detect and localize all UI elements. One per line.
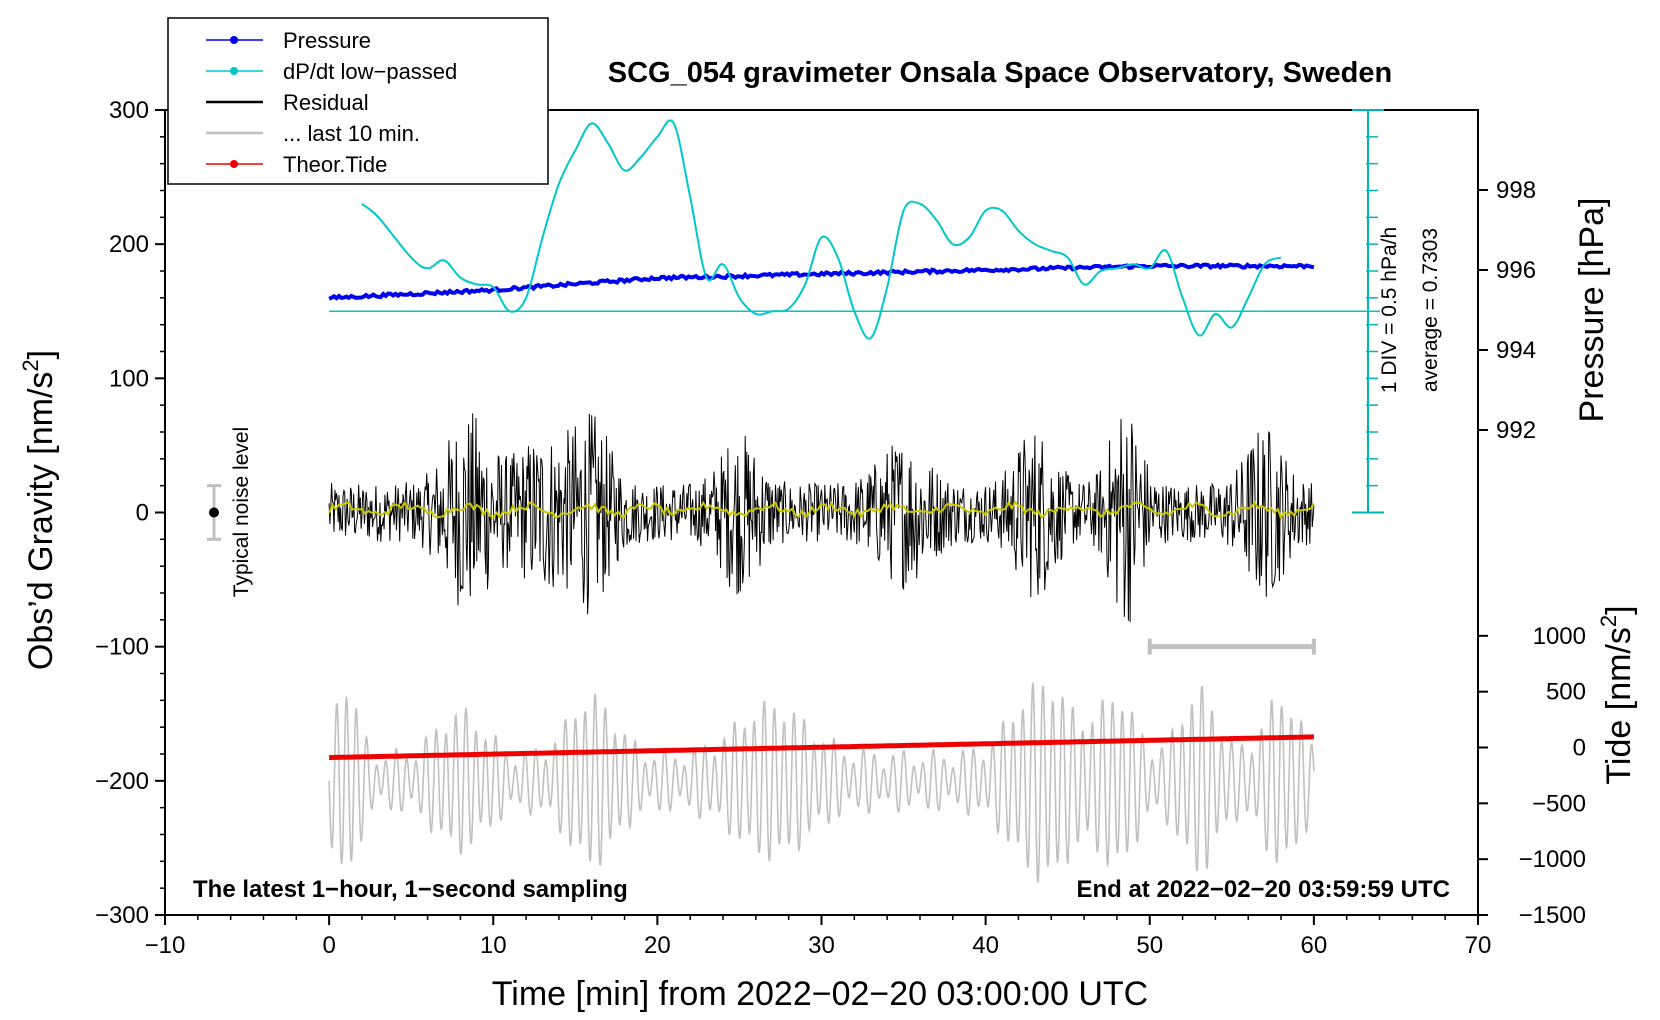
theor-tide-line xyxy=(329,734,1314,760)
x-axis-label: Time [min] from 2022−02−20 03:00:00 UTC xyxy=(492,975,1148,1013)
legend-label: dP/dt low−passed xyxy=(283,59,457,84)
tide-tick-label: 0 xyxy=(1573,735,1586,762)
y-tick-label: −200 xyxy=(95,768,149,795)
legend-label: ... last 10 min. xyxy=(283,121,420,146)
y-tick-label: 300 xyxy=(109,97,149,124)
pressure-line xyxy=(328,262,1315,301)
legend-label: Pressure xyxy=(283,28,371,53)
y-tick-label: 200 xyxy=(109,231,149,258)
tide-tick-label: 1000 xyxy=(1533,623,1586,650)
tide-tick-label: −1500 xyxy=(1519,902,1586,929)
x-tick-label: 40 xyxy=(972,932,999,959)
y-axis-label-tide: Tide [nm/s2] xyxy=(1596,605,1638,784)
legend-marker xyxy=(230,160,238,168)
axes-layer: −10 0 10 20 30 40 50 60 70−300−200−1000100200300… xyxy=(95,97,1586,959)
tide-tick-label: −1000 xyxy=(1519,846,1586,873)
pressure-tick-label: 992 xyxy=(1496,417,1536,444)
x-tick-label: 0 xyxy=(322,932,335,959)
footer-right-label: End at 2022−02−20 03:59:59 UTC xyxy=(1076,876,1450,903)
residual-line xyxy=(328,413,1315,623)
last-10-min-line xyxy=(328,682,1315,884)
y-axis-label-gravity: Obs’d Gravity [nm/s2] xyxy=(18,350,60,670)
text-layer: SCG_054 gravimeter Onsala Space Observat… xyxy=(18,57,1638,1013)
noise-level-dot xyxy=(209,507,219,518)
tide-tick-label: −500 xyxy=(1532,790,1586,817)
series-layer xyxy=(207,119,1380,884)
x-tick-label: 50 xyxy=(1136,932,1163,959)
chart-title: SCG_054 gravimeter Onsala Space Observat… xyxy=(608,57,1392,89)
dpdt-line xyxy=(361,119,1282,340)
legend-marker xyxy=(230,67,238,75)
y-tick-label: 0 xyxy=(136,500,149,527)
y-axis-label-pressure: Pressure [hPa] xyxy=(1573,198,1611,423)
footer-left-label: The latest 1−hour, 1−second sampling xyxy=(193,876,628,903)
dpdt-average-label: average = 0.7303 xyxy=(1419,228,1442,392)
legend-marker xyxy=(230,36,238,44)
x-tick-label: 10 xyxy=(480,932,507,959)
tide-tick-label: 500 xyxy=(1546,679,1586,706)
y-tick-label: −300 xyxy=(95,902,149,929)
pressure-tick-label: 994 xyxy=(1496,337,1536,364)
pressure-tick-label: 998 xyxy=(1496,177,1536,204)
pressure-tick-label: 996 xyxy=(1496,257,1536,284)
x-tick-label: 70 xyxy=(1465,932,1492,959)
legend: Pressure dP/dt low−passed Residual ... last… xyxy=(167,17,549,185)
x-tick-label: 60 xyxy=(1301,932,1328,959)
y-tick-label: 100 xyxy=(109,365,149,392)
y-tick-label: −100 xyxy=(95,634,149,661)
x-tick-label: 30 xyxy=(808,932,835,959)
noise-level-label: Typical noise level xyxy=(230,427,253,597)
dpdt-scale-label: 1 DIV = 0.5 hPa/h xyxy=(1378,227,1401,393)
x-tick-label: −10 xyxy=(145,932,186,959)
legend-label: Theor.Tide xyxy=(283,152,387,177)
x-tick-label: 20 xyxy=(644,932,671,959)
residual-trend-line xyxy=(328,500,1315,520)
legend-label: Residual xyxy=(283,90,369,115)
